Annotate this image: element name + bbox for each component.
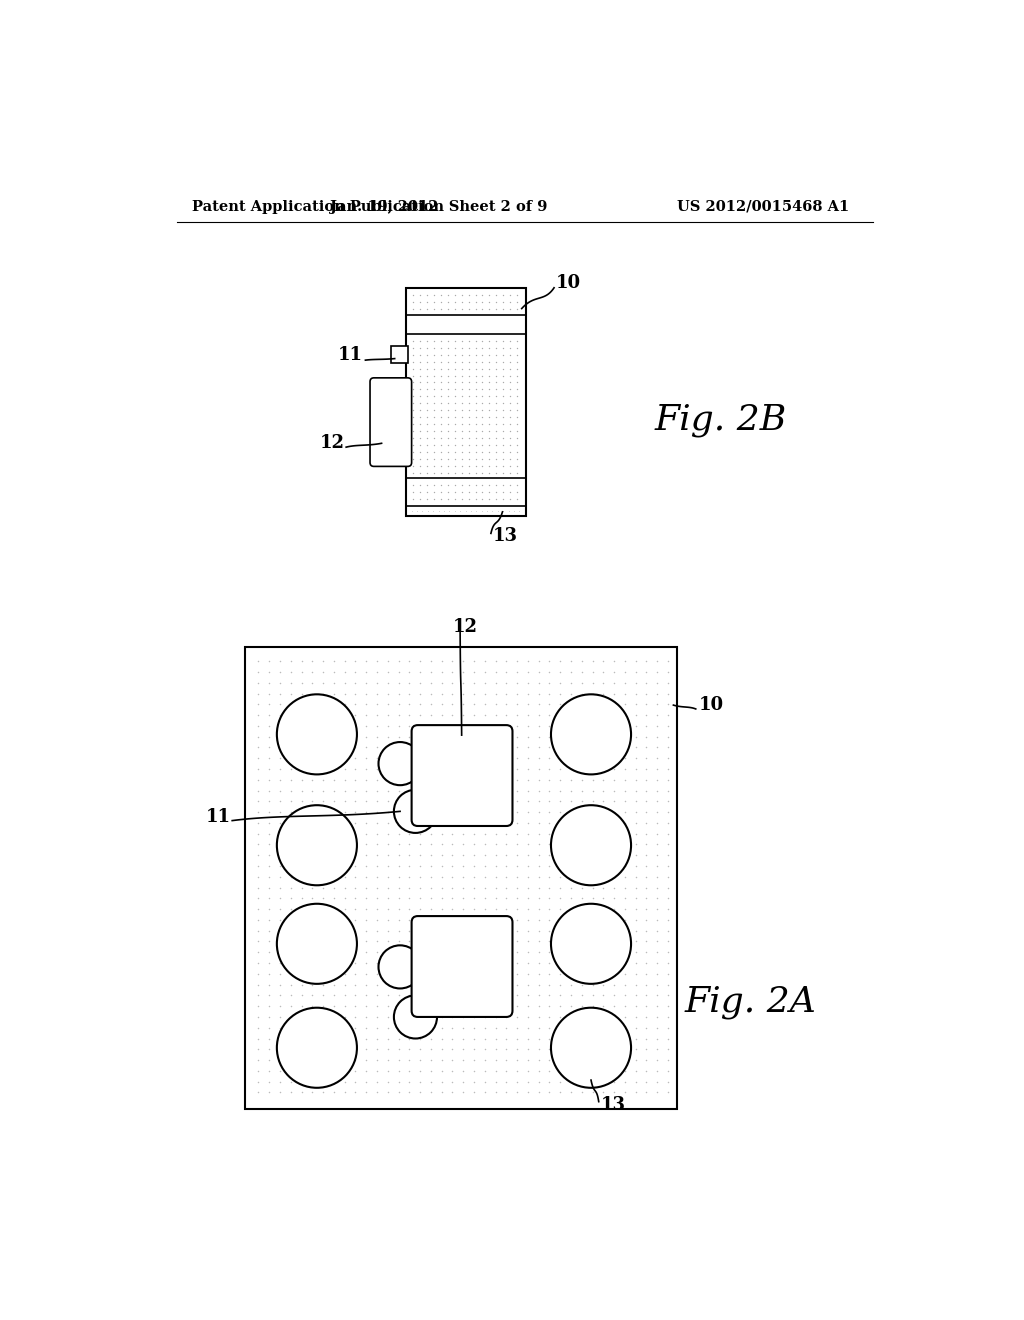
FancyBboxPatch shape (412, 725, 512, 826)
Circle shape (379, 945, 422, 989)
Text: 10: 10 (556, 275, 581, 292)
Bar (407, 288, 525, 516)
Text: 12: 12 (453, 618, 477, 635)
FancyBboxPatch shape (412, 916, 512, 1016)
Text: Fig. 2A: Fig. 2A (685, 985, 817, 1019)
Circle shape (276, 694, 357, 775)
Circle shape (551, 1007, 631, 1088)
Circle shape (276, 1007, 357, 1088)
Circle shape (276, 904, 357, 983)
Circle shape (379, 742, 422, 785)
Circle shape (551, 904, 631, 983)
Circle shape (394, 995, 437, 1039)
Text: US 2012/0015468 A1: US 2012/0015468 A1 (677, 199, 850, 214)
FancyBboxPatch shape (370, 378, 412, 466)
Text: Patent Application Publication: Patent Application Publication (193, 199, 444, 214)
Circle shape (551, 805, 631, 886)
Text: 11: 11 (206, 808, 230, 826)
Text: Jan. 19, 2012  Sheet 2 of 9: Jan. 19, 2012 Sheet 2 of 9 (330, 199, 547, 214)
Text: 13: 13 (493, 527, 517, 545)
Circle shape (276, 805, 357, 886)
Bar (245, 647, 677, 1109)
Text: 11: 11 (338, 346, 364, 364)
Text: Fig. 2B: Fig. 2B (654, 403, 786, 437)
Circle shape (394, 789, 437, 833)
Bar (391, 346, 408, 363)
Text: 13: 13 (600, 1097, 626, 1114)
Circle shape (551, 694, 631, 775)
Text: 10: 10 (698, 696, 724, 714)
Text: 12: 12 (319, 434, 345, 453)
